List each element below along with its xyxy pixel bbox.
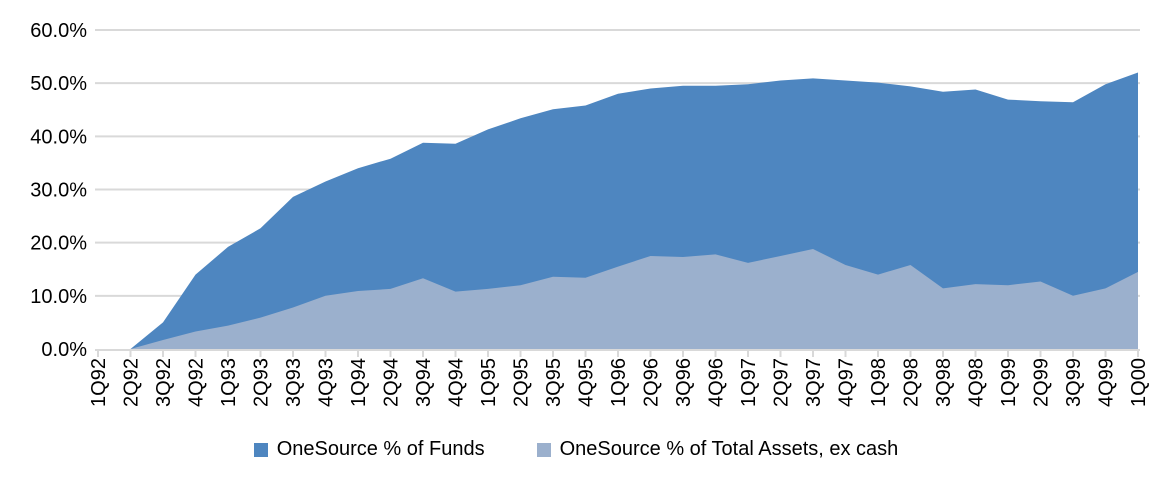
x-axis-label: 2Q99 xyxy=(1031,358,1053,407)
legend-label-funds: OneSource % of Funds xyxy=(276,438,485,460)
x-axis-label: 4Q96 xyxy=(706,358,728,407)
x-axis-label: 3Q99 xyxy=(1063,358,1085,407)
x-axis-label: 1Q95 xyxy=(478,358,500,407)
y-axis-label: 30.0% xyxy=(30,179,87,201)
x-axis-label: 2Q92 xyxy=(121,358,143,407)
area-series-assets xyxy=(98,249,1138,349)
y-axis-label: 20.0% xyxy=(30,233,87,255)
x-axis-label: 1Q94 xyxy=(348,358,370,407)
x-axis-label: 1Q98 xyxy=(868,358,890,407)
x-axis-label: 4Q92 xyxy=(186,358,208,407)
x-axis-label: 2Q94 xyxy=(381,358,403,407)
x-axis-label: 3Q98 xyxy=(933,358,955,407)
legend-swatch-funds xyxy=(253,442,268,457)
x-axis-label: 2Q96 xyxy=(641,358,663,407)
x-axis-label: 2Q95 xyxy=(511,358,533,407)
x-axis-label: 1Q92 xyxy=(88,358,110,407)
x-axis-label: 2Q97 xyxy=(771,358,793,407)
y-axis-label: 50.0% xyxy=(30,73,87,95)
chart-legend: OneSource % of Funds OneSource % of Tota… xyxy=(0,438,1152,461)
x-axis-label: 2Q93 xyxy=(251,358,273,407)
x-axis-label: 1Q00 xyxy=(1128,358,1150,407)
x-axis-label: 4Q94 xyxy=(446,358,468,407)
x-axis-label: 1Q97 xyxy=(738,358,760,407)
x-axis-label: 4Q98 xyxy=(966,358,988,407)
x-axis-label: 1Q96 xyxy=(608,358,630,407)
x-axis-label: 4Q95 xyxy=(576,358,598,407)
x-axis-label: 1Q93 xyxy=(218,358,240,407)
x-axis-label: 4Q99 xyxy=(1096,358,1118,407)
y-axis-label: 10.0% xyxy=(30,286,87,308)
x-axis-label: 3Q94 xyxy=(413,358,435,407)
y-axis-label: 40.0% xyxy=(30,126,87,148)
x-axis-label: 4Q97 xyxy=(836,358,858,407)
legend-label-assets: OneSource % of Total Assets, ex cash xyxy=(559,438,899,460)
legend-item-assets: OneSource % of Total Assets, ex cash xyxy=(536,438,899,461)
x-axis-label: 3Q97 xyxy=(803,358,825,407)
x-axis-label: 1Q99 xyxy=(998,358,1020,407)
legend-swatch-assets xyxy=(536,442,551,457)
x-axis-label: 3Q93 xyxy=(283,358,305,407)
x-axis-label: 2Q98 xyxy=(901,358,923,407)
x-axis-label: 3Q96 xyxy=(673,358,695,407)
y-axis-label: 60.0% xyxy=(30,20,87,42)
x-axis-label: 3Q95 xyxy=(543,358,565,407)
x-axis-label: 4Q93 xyxy=(316,358,338,407)
x-axis-label: 3Q92 xyxy=(153,358,175,407)
y-axis-label: 0.0% xyxy=(41,339,87,361)
chart-plot-area: 0.0% 10.0% 20.0% 30.0% 40.0% 50.0% 60.0% 1Q92 2Q… xyxy=(30,20,1150,407)
legend-item-funds: OneSource % of Funds xyxy=(253,438,485,461)
